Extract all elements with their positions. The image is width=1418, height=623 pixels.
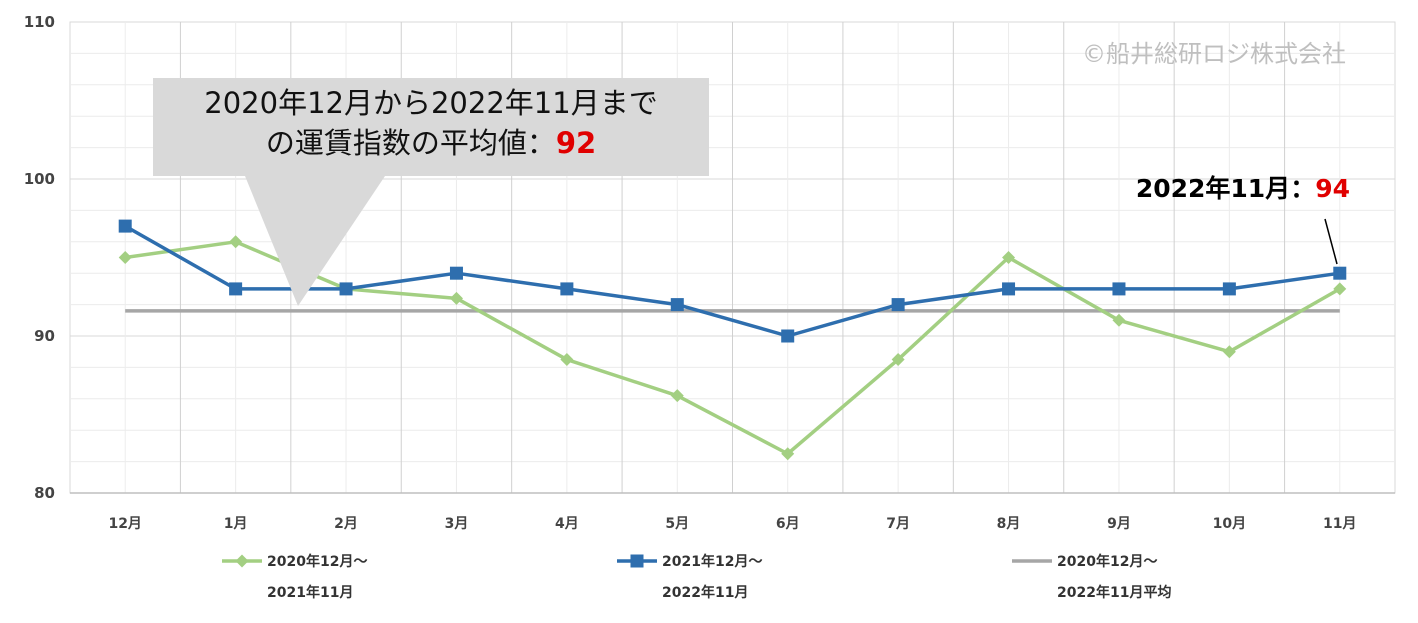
legend-item-1: 2020年12月～ 2021年11月 [222,553,367,601]
average-callout-line2: の運賃指数の平均値：92 [266,126,596,160]
data-point [229,282,243,296]
legend: 2020年12月～ 2021年11月 2021年12月～ 2022年11月 2020年1… [222,553,1171,601]
x-axis-ticks: 12月 1月 2月 3月 4月 5月 6月 7月 8月 9月 10月 11月 [108,516,1356,532]
legend-label-line2: 2021年11月 [267,584,353,601]
data-point [1002,282,1016,296]
data-point [229,235,243,249]
legend-label-line2: 2022年11月 [662,584,748,601]
x-tick-label: 5月 [665,516,689,532]
data-point [781,329,795,343]
last-point-annotation: 2022年11月：94 [1136,174,1350,265]
watermark: ©船井総研ロジ株式会社 [1082,40,1346,68]
x-tick-label: 11月 [1323,516,1356,532]
x-tick-label: 3月 [445,516,469,532]
x-tick-label: 10月 [1213,516,1246,532]
average-callout-prefix: の運賃指数の平均値： [266,126,556,160]
data-point [560,353,574,367]
data-point [1333,282,1347,296]
data-point [1112,282,1126,296]
series-2 [118,219,1347,343]
data-point [118,219,132,233]
legend-label-line1: 2021年12月～ [662,553,762,570]
data-point [560,282,574,296]
y-tick-label: 110 [24,13,55,31]
y-tick-label: 80 [34,484,55,502]
data-point [1112,313,1126,327]
last-point-label: 2022年11月：94 [1136,174,1350,203]
legend-swatch-marker [235,554,249,568]
data-point [449,291,463,305]
series-layer [118,219,1347,461]
grid [69,21,1396,494]
data-point [339,282,353,296]
data-point [670,389,684,403]
average-callout-value: 92 [556,126,596,160]
data-point [1333,266,1347,280]
average-callout-line1: 2020年12月から2022年11月まで [204,86,657,120]
x-tick-label: 8月 [997,516,1021,532]
legend-label-line1: 2020年12月～ [267,553,367,570]
y-tick-label: 90 [34,327,55,345]
data-point [1222,345,1236,359]
series-line [124,224,1341,338]
x-tick-label: 9月 [1107,516,1131,532]
x-tick-label: 12月 [108,516,141,532]
y-axis-ticks: 80 90 100 110 [24,13,55,502]
legend-item-3: 2020年12月～ 2022年11月平均 [1012,553,1171,601]
x-tick-label: 6月 [776,516,800,532]
data-point [118,251,132,264]
average-callout-box [153,78,709,176]
last-point-value: 94 [1315,174,1350,203]
data-point [781,447,795,461]
legend-label-line1: 2020年12月～ [1057,553,1157,570]
data-point [891,353,905,367]
legend-swatch-marker [630,554,644,568]
data-point [891,298,905,312]
y-tick-label: 100 [24,170,55,188]
data-point [449,266,463,280]
average-callout: 2020年12月から2022年11月まで の運賃指数の平均値：92 [153,78,709,306]
x-tick-label: 4月 [555,516,579,532]
series-line [124,240,1341,456]
data-point [1002,251,1016,264]
data-point [1222,282,1236,296]
data-point [670,298,684,312]
legend-label-line2: 2022年11月平均 [1057,584,1171,601]
legend-item-2: 2021年12月～ 2022年11月 [617,553,762,601]
x-tick-label: 7月 [886,516,910,532]
last-point-leader [1324,218,1338,265]
x-tick-label: 1月 [224,516,248,532]
average-callout-pointer [245,176,385,306]
x-tick-label: 2月 [334,516,358,532]
last-point-prefix: 2022年11月： [1136,174,1315,203]
